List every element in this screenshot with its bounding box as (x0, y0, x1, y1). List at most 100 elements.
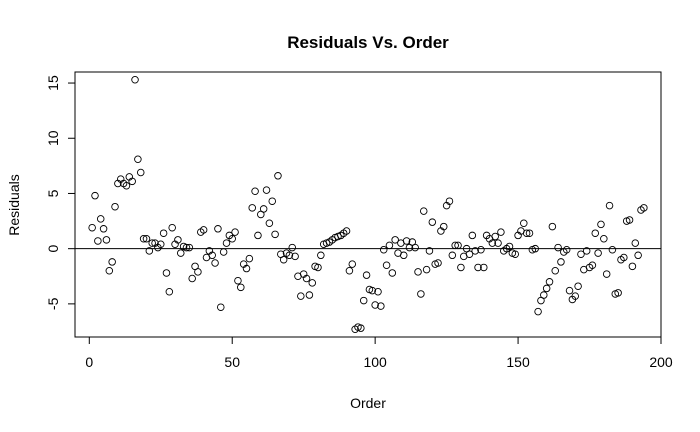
data-point (631, 239, 640, 247)
data-point (465, 250, 474, 258)
data-point (274, 172, 282, 180)
data-point (348, 260, 357, 268)
data-point (491, 232, 499, 241)
x-tick-label: 100 (363, 354, 387, 370)
data-point (542, 284, 551, 293)
data-point (614, 289, 622, 297)
data-point (199, 226, 208, 234)
data-point (451, 241, 459, 250)
data-point (91, 191, 99, 200)
data-point (505, 242, 514, 251)
x-tick-label: 200 (649, 354, 673, 370)
data-point (457, 263, 465, 272)
data-point (222, 239, 231, 247)
data-point (234, 276, 242, 285)
data-point (262, 186, 271, 194)
data-point (419, 207, 428, 215)
data-point (231, 228, 239, 236)
data-point (522, 229, 531, 237)
data-point (245, 254, 254, 263)
data-point (174, 236, 182, 244)
data-point (379, 246, 388, 254)
data-point (211, 259, 219, 267)
data-point (168, 223, 176, 232)
y-tick-label: 0 (45, 245, 61, 253)
data-point (342, 227, 351, 235)
data-point (440, 222, 448, 231)
data-point (471, 247, 479, 255)
data-point (185, 243, 194, 252)
data-point (428, 218, 437, 226)
data-point (194, 268, 202, 276)
data-point (551, 267, 559, 275)
data-point (411, 243, 419, 252)
data-point (640, 204, 648, 212)
data-point (314, 263, 322, 272)
data-point (391, 236, 399, 244)
data-point (308, 279, 317, 287)
data-point (628, 262, 637, 271)
data-point (480, 263, 488, 272)
x-tick-label: 50 (224, 354, 240, 370)
data-point (99, 225, 108, 233)
data-point (525, 229, 534, 237)
data-point (434, 259, 442, 267)
data-point (448, 251, 457, 260)
data-point (454, 241, 462, 250)
x-tick-label: 0 (85, 354, 93, 370)
x-axis: 0 50 100 150 200 (85, 336, 673, 370)
data-point (497, 228, 505, 236)
data-point (594, 249, 602, 257)
data-point (228, 234, 236, 243)
data-point (265, 219, 274, 228)
data-point (565, 286, 574, 295)
data-point (122, 181, 131, 190)
data-point (548, 222, 557, 231)
data-point (534, 307, 542, 316)
data-point (591, 229, 600, 237)
data-point (165, 287, 174, 296)
y-tick-label: 15 (45, 75, 61, 91)
data-point (574, 282, 582, 290)
y-axis-label: Residuals (6, 174, 22, 235)
data-point (425, 247, 434, 255)
data-point (105, 267, 114, 275)
data-point (134, 155, 142, 163)
data-point (625, 216, 634, 224)
data-point (157, 240, 165, 248)
data-point (520, 219, 528, 228)
data-point (582, 247, 591, 255)
data-point (208, 251, 216, 260)
data-point (305, 291, 314, 299)
data-point (279, 255, 288, 264)
data-point (219, 248, 228, 256)
data-point (377, 302, 385, 310)
data-point (288, 243, 296, 252)
data-point (634, 251, 642, 260)
data-point (600, 234, 608, 243)
data-point (571, 292, 579, 300)
data-point (177, 249, 185, 257)
data-point (259, 205, 268, 213)
data-point (217, 303, 225, 311)
data-point (368, 286, 377, 295)
data-point (477, 246, 485, 254)
data-point (251, 187, 259, 195)
data-point (94, 237, 102, 245)
chart-title: Residuals Vs. Order (287, 33, 449, 52)
data-point (371, 301, 379, 309)
data-point (511, 250, 519, 258)
data-point (605, 201, 614, 210)
data-point (531, 244, 539, 253)
data-point (88, 223, 96, 232)
data-point (159, 229, 168, 237)
data-point (297, 292, 305, 300)
data-point (562, 246, 571, 254)
data-point (128, 177, 136, 186)
data-point (414, 268, 422, 276)
data-point (557, 258, 565, 266)
y-axis: -5 0 5 10 15 (45, 75, 76, 310)
data-point (417, 290, 425, 298)
data-point (388, 269, 397, 277)
data-point (142, 234, 151, 243)
